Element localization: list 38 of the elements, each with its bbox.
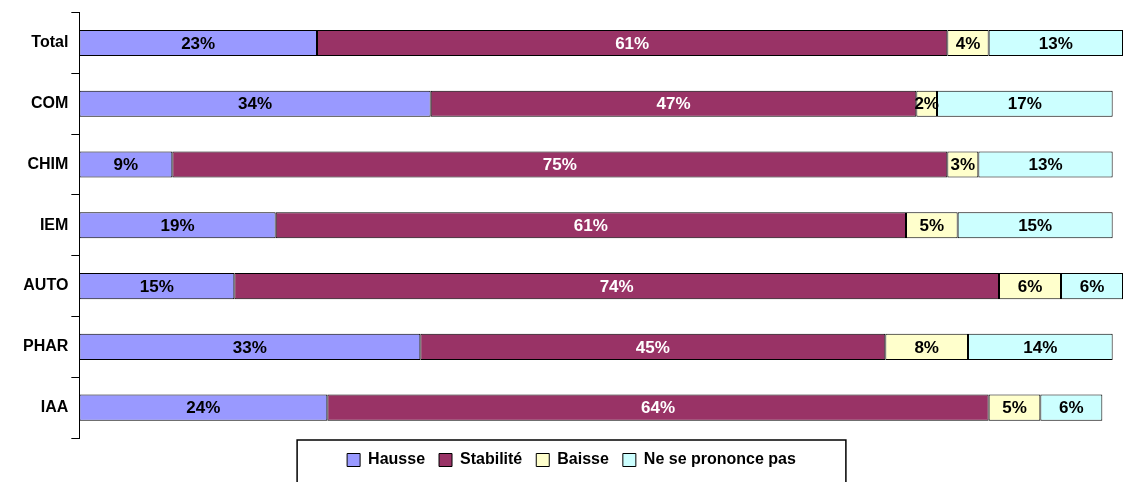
data-label: 23%: [181, 33, 216, 53]
data-label: 45%: [635, 337, 670, 357]
data-label: 6%: [1079, 276, 1105, 296]
y-tick-label: IAA: [40, 398, 69, 416]
data-label: 74%: [599, 276, 634, 296]
legend-label: Ne se prononce pas: [643, 450, 796, 468]
data-label: 17%: [1007, 94, 1042, 114]
data-label: 14%: [1023, 337, 1058, 357]
data-label: 64%: [640, 398, 676, 418]
legend-label: Stabilité: [460, 450, 523, 468]
data-label: 13%: [1038, 33, 1073, 53]
data-label: 15%: [1018, 215, 1053, 235]
y-tick-label: IEM: [39, 215, 69, 233]
data-label: 13%: [1028, 155, 1063, 175]
y-tick-label: PHAR: [22, 337, 69, 355]
data-label: 47%: [656, 94, 691, 114]
data-label: 5%: [1002, 398, 1027, 418]
data-label: 19%: [160, 215, 195, 235]
data-label: 15%: [139, 276, 174, 296]
data-label: 33%: [232, 337, 267, 357]
data-label: 61%: [615, 33, 650, 53]
y-tick-label: COM: [31, 94, 69, 112]
data-label: 3%: [950, 155, 976, 175]
data-label: 6%: [1017, 276, 1043, 296]
y-tick-label: Total: [31, 33, 69, 51]
data-label: 6%: [1059, 398, 1084, 418]
y-tick-label: AUTO: [23, 276, 69, 294]
y-tick-label: CHIM: [27, 154, 69, 172]
data-label: 61%: [573, 215, 608, 235]
data-label: 9%: [113, 155, 139, 175]
legend-label: Hausse: [368, 450, 426, 468]
data-label: 4%: [955, 33, 981, 53]
data-label: 8%: [914, 337, 939, 357]
data-label: 24%: [186, 398, 221, 418]
legend-label: Baisse: [557, 450, 609, 468]
data-label: 34%: [237, 94, 273, 114]
data-label: 75%: [542, 155, 577, 175]
data-label: 5%: [919, 215, 945, 235]
